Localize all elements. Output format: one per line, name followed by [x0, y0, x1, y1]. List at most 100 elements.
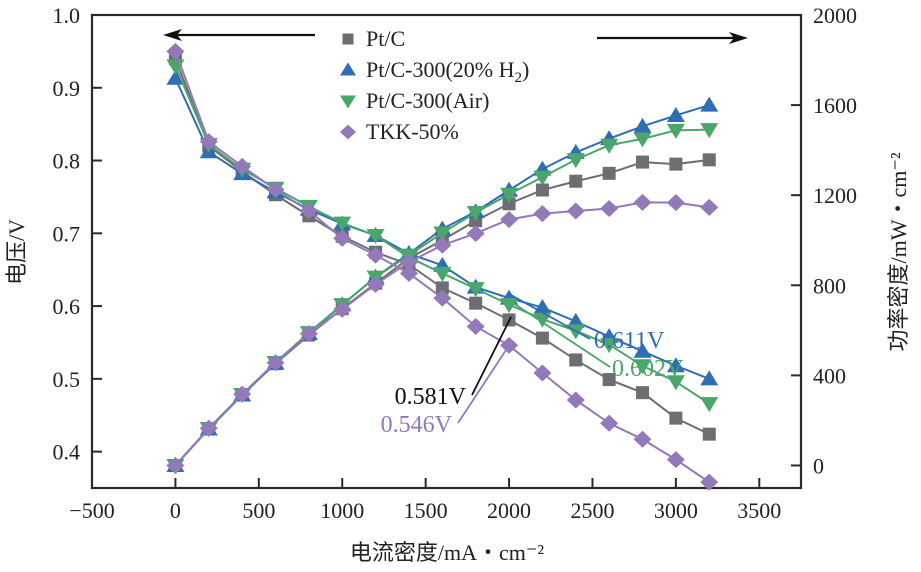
power-point: [666, 106, 685, 122]
power-point: [700, 198, 719, 216]
annotation-leader: [510, 294, 591, 340]
power-point: [502, 197, 516, 211]
power-point: [702, 153, 716, 167]
legend-marker: [340, 95, 356, 109]
power-point: [299, 325, 318, 343]
legend-label: Pt/C-300(Air): [366, 88, 489, 113]
y-axis-title: 电压/V: [4, 219, 29, 285]
y-tick-label: 0.8: [53, 149, 81, 174]
voltage-point: [435, 281, 449, 295]
power-point: [199, 419, 218, 437]
power-point: [666, 123, 685, 139]
voltage-point: [702, 427, 716, 441]
voltage-point: [535, 331, 549, 345]
y-tick-label: 0.7: [53, 221, 81, 246]
x-tick-label: 3000: [654, 498, 698, 523]
x-axis-title: 电流密度/mA・cm⁻²: [350, 540, 545, 565]
voltage-point: [299, 202, 318, 220]
ticks: −500 0 500 1000 1500 2000 2500 3000 3500 0.4 0.5 0.…: [53, 3, 858, 523]
power-point: [533, 170, 552, 186]
x-tick-label: 0: [170, 498, 181, 523]
axes: [90, 13, 803, 490]
power-point: [366, 275, 385, 293]
power-point: [466, 224, 485, 242]
voltage-point: [566, 312, 585, 328]
power-point: [566, 202, 585, 220]
power-point: [433, 226, 452, 242]
voltage-point: [633, 342, 652, 358]
annotation-label: 0.581V: [395, 384, 467, 410]
voltage-point: [533, 364, 552, 382]
power-point: [233, 385, 252, 403]
voltage-point: [569, 353, 583, 367]
series-layer: [166, 42, 719, 491]
power-point: [666, 194, 685, 212]
y2-tick-label: 1200: [813, 183, 857, 208]
voltage-point: [669, 411, 683, 425]
voltage-point: [466, 282, 485, 298]
voltage-point: [399, 264, 418, 282]
voltage-point: [700, 473, 719, 491]
y2-tick-label: 1600: [813, 93, 857, 118]
legend-label: TKK-50%: [366, 119, 459, 144]
y-tick-label: 0.4: [53, 440, 81, 465]
voltage-point: [466, 317, 485, 335]
power-point: [399, 253, 418, 271]
legend-marker: [340, 124, 356, 140]
voltage-point: [600, 414, 619, 432]
x-tick-label: −500: [69, 498, 114, 523]
voltage-point: [636, 386, 650, 400]
voltage-point: [666, 357, 685, 373]
voltage-point: [666, 375, 685, 391]
voltage-point: [166, 42, 185, 60]
voltage-point: [602, 373, 616, 387]
series-tkk-50-: [166, 42, 719, 491]
power-point: [569, 174, 583, 188]
power-point: [633, 132, 652, 148]
power-point: [166, 456, 185, 474]
power-point: [333, 300, 352, 318]
voltage-point: [600, 338, 619, 354]
voltage-point: [500, 298, 519, 314]
voltage-point: [533, 312, 552, 328]
x-tick-label: 2000: [487, 498, 531, 523]
voltage-point: [333, 216, 352, 232]
annotation-leader: [457, 341, 512, 424]
x-tick-label: 1000: [320, 498, 364, 523]
voltage-point: [433, 289, 452, 307]
voltage-point: [633, 430, 652, 448]
power-point: [433, 236, 452, 254]
annotation-label: 0.546V: [381, 412, 453, 438]
power-point: [535, 183, 549, 197]
y2-tick-label: 2000: [813, 3, 857, 28]
power-point: [600, 138, 619, 154]
plot-frame: [90, 13, 803, 490]
power-point: [266, 354, 285, 372]
y2-axis-title: 功率密度/mW・cm⁻²: [886, 152, 911, 351]
power-point: [700, 96, 719, 112]
voltage-point: [566, 391, 585, 409]
voltage-point: [469, 296, 483, 310]
voltage-point: [366, 228, 385, 244]
power-point: [500, 211, 519, 229]
voltage-point: [700, 370, 719, 386]
legend-marker: [342, 33, 354, 45]
y2-tick-label: 800: [813, 273, 846, 298]
voltage-point: [666, 451, 685, 469]
legend-label: Pt/C-300(20% H2): [366, 57, 529, 86]
x-tick-label: 3500: [737, 498, 781, 523]
y2-tick-label: 0: [813, 453, 824, 478]
y-tick-label: 0.5: [53, 367, 81, 392]
voltage-point: [266, 181, 285, 199]
voltage-point: [233, 157, 252, 175]
power-point: [602, 166, 616, 180]
voltage-point: [333, 229, 352, 247]
legend: Pt/C Pt/C-300(20% H2)Pt/C-300(Air) TKK-50%: [340, 26, 529, 144]
x-tick-label: 1500: [404, 498, 448, 523]
y-tick-label: 0.9: [53, 76, 81, 101]
power-point: [566, 153, 585, 169]
voltage-point: [199, 133, 218, 151]
power-point: [700, 123, 719, 139]
